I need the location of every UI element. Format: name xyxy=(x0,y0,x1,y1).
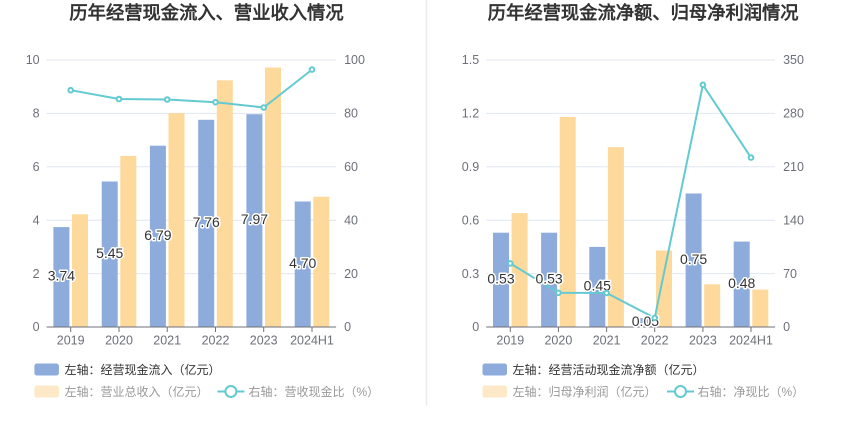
svg-text:280: 280 xyxy=(783,107,804,121)
svg-text:2: 2 xyxy=(33,267,40,281)
svg-text:6: 6 xyxy=(33,160,40,174)
svg-text:0.9: 0.9 xyxy=(462,160,479,174)
svg-text:历年经营现金流入、营业收入情况: 历年经营现金流入、营业收入情况 xyxy=(69,2,344,23)
svg-text:100: 100 xyxy=(344,53,365,67)
svg-text:2020: 2020 xyxy=(544,334,572,348)
svg-text:4: 4 xyxy=(33,213,40,227)
svg-text:2023: 2023 xyxy=(689,334,717,348)
svg-text:1.5: 1.5 xyxy=(462,53,479,67)
svg-text:210: 210 xyxy=(783,160,804,174)
svg-text:0.75: 0.75 xyxy=(680,251,707,267)
svg-text:左轴：归母净利润（亿元）: 左轴：归母净利润（亿元） xyxy=(513,384,657,399)
svg-text:10: 10 xyxy=(26,53,40,67)
svg-text:左轴：营业总收入（亿元）: 左轴：营业总收入（亿元） xyxy=(65,384,209,399)
svg-text:3.74: 3.74 xyxy=(48,268,75,284)
svg-text:7.76: 7.76 xyxy=(193,214,220,230)
svg-text:0.48: 0.48 xyxy=(728,275,755,291)
svg-text:0: 0 xyxy=(33,320,40,334)
svg-text:7.97: 7.97 xyxy=(241,211,268,227)
svg-text:0.6: 0.6 xyxy=(462,213,479,227)
svg-text:6.79: 6.79 xyxy=(144,227,171,243)
svg-text:左轴：经营活动现金流净额（亿元）: 左轴：经营活动现金流净额（亿元） xyxy=(513,362,705,377)
svg-text:2022: 2022 xyxy=(202,334,230,348)
svg-text:0: 0 xyxy=(472,320,479,334)
svg-text:140: 140 xyxy=(783,213,804,227)
svg-text:60: 60 xyxy=(344,160,358,174)
svg-text:2021: 2021 xyxy=(593,334,621,348)
svg-text:0: 0 xyxy=(783,320,790,334)
svg-text:左轴：经营现金流入（亿元）: 左轴：经营现金流入（亿元） xyxy=(65,362,221,377)
svg-text:0.3: 0.3 xyxy=(462,267,479,281)
svg-text:2024H1: 2024H1 xyxy=(729,334,773,348)
svg-text:2023: 2023 xyxy=(250,334,278,348)
svg-text:0.53: 0.53 xyxy=(487,270,514,286)
svg-text:1.2: 1.2 xyxy=(462,107,479,121)
svg-text:右轴：净现比（%）: 右轴：净现比（%） xyxy=(698,384,805,399)
svg-text:0.53: 0.53 xyxy=(535,270,562,286)
svg-text:2024H1: 2024H1 xyxy=(290,334,334,348)
svg-text:4.70: 4.70 xyxy=(289,255,316,271)
svg-text:350: 350 xyxy=(783,53,804,67)
svg-text:2022: 2022 xyxy=(641,334,669,348)
svg-text:40: 40 xyxy=(344,213,358,227)
svg-text:70: 70 xyxy=(783,267,797,281)
svg-text:0: 0 xyxy=(344,320,351,334)
svg-text:8: 8 xyxy=(33,107,40,121)
svg-text:5.45: 5.45 xyxy=(96,245,123,261)
svg-text:2020: 2020 xyxy=(105,334,133,348)
svg-text:80: 80 xyxy=(344,107,358,121)
svg-text:2019: 2019 xyxy=(496,334,524,348)
svg-text:2021: 2021 xyxy=(153,334,181,348)
svg-text:2019: 2019 xyxy=(57,334,85,348)
svg-text:历年经营现金流净额、归母净利润情况: 历年经营现金流净额、归母净利润情况 xyxy=(488,2,799,23)
svg-text:右轴：营收现金比（%）: 右轴：营收现金比（%） xyxy=(249,384,380,399)
svg-text:20: 20 xyxy=(344,267,358,281)
